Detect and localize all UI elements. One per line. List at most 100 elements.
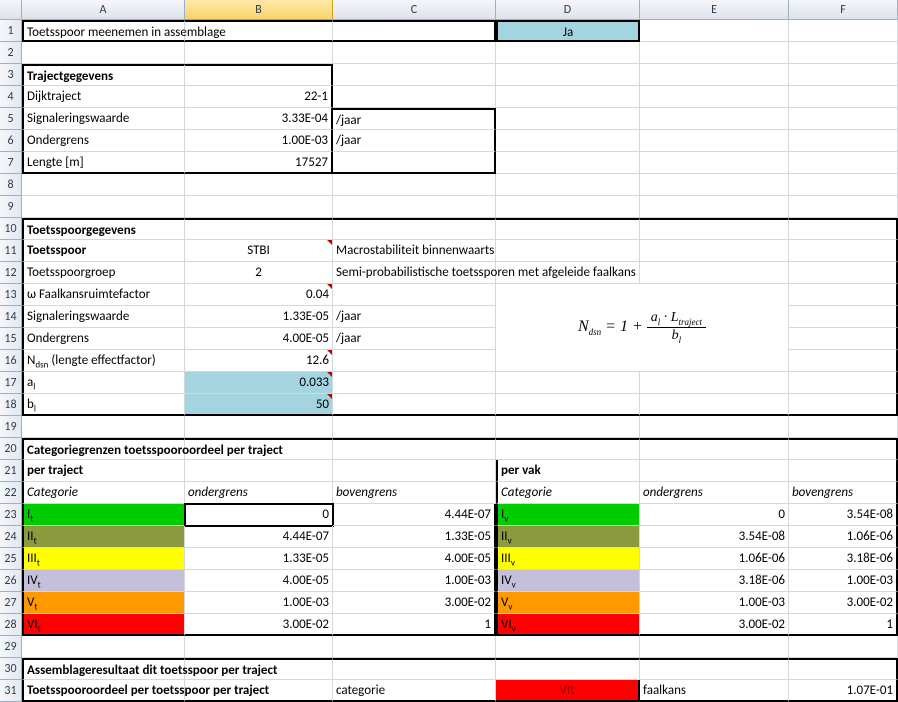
row-header-3[interactable]: 3 <box>0 64 22 86</box>
cell-C23[interactable]: 4.44E-07 <box>333 504 496 526</box>
cell-F24[interactable]: 1.06E-06 <box>789 526 898 548</box>
cell-A17[interactable]: al <box>22 372 185 394</box>
row-header-17[interactable]: 17 <box>0 372 22 394</box>
cell-F31[interactable]: 1.07E-01 <box>789 680 898 702</box>
cell-A31[interactable]: Toetsspooroordeel per toetsspoor per tra… <box>22 680 185 702</box>
cell-B22[interactable]: ondergrens <box>185 482 333 504</box>
cell-A5[interactable]: Signaleringswaarde <box>22 108 185 130</box>
cell-A13[interactable]: ω Faalkansruimtefactor <box>22 284 185 306</box>
cell-B4[interactable]: 22-1 <box>185 86 333 108</box>
cell-E26[interactable]: 3.18E-06 <box>640 570 789 592</box>
row-header-15[interactable]: 15 <box>0 328 22 350</box>
cell-D23[interactable]: Iv <box>496 504 640 526</box>
cell-A1[interactable]: Toetsspoor meenemen in assemblage <box>22 20 185 42</box>
cell-C1[interactable] <box>333 20 496 42</box>
cell-F22[interactable]: bovengrens <box>789 482 898 504</box>
row-header-16[interactable]: 16 <box>0 350 22 372</box>
row-header-21[interactable]: 21 <box>0 460 22 482</box>
cell-A25[interactable]: IIIt <box>22 548 185 570</box>
cell-B12[interactable]: 2 <box>185 262 333 284</box>
row-header-9[interactable]: 9 <box>0 196 22 218</box>
cell-C25[interactable]: 4.00E-05 <box>333 548 496 570</box>
cell-A10[interactable]: Toetsspoorgegevens <box>22 218 185 240</box>
row-header-19[interactable]: 19 <box>0 416 22 438</box>
cell-B1[interactable] <box>185 20 333 42</box>
row-header-4[interactable]: 4 <box>0 86 22 108</box>
cell-C14[interactable]: /jaar <box>333 306 496 328</box>
cell-A27[interactable]: Vt <box>22 592 185 614</box>
col-header-A[interactable]: A <box>22 0 185 20</box>
cell-C27[interactable]: 3.00E-02 <box>333 592 496 614</box>
cell-A24[interactable]: IIt <box>22 526 185 548</box>
cell-C24[interactable]: 1.33E-05 <box>333 526 496 548</box>
cell-E25[interactable]: 1.06E-06 <box>640 548 789 570</box>
cell-E28[interactable]: 3.00E-02 <box>640 614 789 636</box>
cell-B27[interactable]: 1.00E-03 <box>185 592 333 614</box>
row-header-6[interactable]: 6 <box>0 130 22 152</box>
col-header-D[interactable]: D <box>496 0 640 20</box>
cell-B6[interactable]: 1.00E-03 <box>185 130 333 152</box>
cell-B18[interactable]: 50 <box>185 394 333 416</box>
cell-B5[interactable]: 3.33E-04 <box>185 108 333 130</box>
cell-C28[interactable]: 1 <box>333 614 496 636</box>
cell-A30[interactable]: Assemblageresultaat dit toetsspoor per t… <box>22 658 185 680</box>
cell-D24[interactable]: IIv <box>496 526 640 548</box>
cell-E22[interactable]: ondergrens <box>640 482 789 504</box>
cell-C15[interactable]: /jaar <box>333 328 496 350</box>
cell-B17[interactable]: 0.033 <box>185 372 333 394</box>
cell-F23[interactable]: 3.54E-08 <box>789 504 898 526</box>
cell-D25[interactable]: IIIv <box>496 548 640 570</box>
row-header-29[interactable]: 29 <box>0 636 22 658</box>
cell-A6[interactable]: Ondergrens <box>22 130 185 152</box>
row-header-23[interactable]: 23 <box>0 504 22 526</box>
cell-C31[interactable]: categorie <box>333 680 496 702</box>
cell-E27[interactable]: 1.00E-03 <box>640 592 789 614</box>
cell-A20[interactable]: Categoriegrenzen toetsspooroordeel per t… <box>22 438 185 460</box>
cell-A21[interactable]: per traject <box>22 460 185 482</box>
cell-D22[interactable]: Categorie <box>496 482 640 504</box>
cell-B24[interactable]: 4.44E-07 <box>185 526 333 548</box>
cell-D26[interactable]: IVv <box>496 570 640 592</box>
row-header-25[interactable]: 25 <box>0 548 22 570</box>
row-header-31[interactable]: 31 <box>0 680 22 702</box>
cell-B23[interactable]: 0 <box>185 504 333 526</box>
cell-A26[interactable]: IVt <box>22 570 185 592</box>
cell-B13[interactable]: 0.04 <box>185 284 333 306</box>
cell-B15[interactable]: 4.00E-05 <box>185 328 333 350</box>
cell-B7[interactable]: 17527 <box>185 152 333 174</box>
cell-C26[interactable]: 1.00E-03 <box>333 570 496 592</box>
row-header-30[interactable]: 30 <box>0 658 22 680</box>
cell-B14[interactable]: 1.33E-05 <box>185 306 333 328</box>
row-header-14[interactable]: 14 <box>0 306 22 328</box>
cell-D28[interactable]: VIv <box>496 614 640 636</box>
cell-D31[interactable]: VIt <box>496 680 640 702</box>
cell-A3[interactable]: Trajectgegevens <box>22 64 185 86</box>
cell-B25[interactable]: 1.33E-05 <box>185 548 333 570</box>
cell-A4[interactable]: Dijktraject <box>22 86 185 108</box>
cell-A16[interactable]: Ndsn (lengte effectfactor) <box>22 350 185 372</box>
row-header-13[interactable]: 13 <box>0 284 22 306</box>
row-header-8[interactable]: 8 <box>0 174 22 196</box>
row-header-26[interactable]: 26 <box>0 570 22 592</box>
cell-A11[interactable]: Toetsspoor <box>22 240 185 262</box>
cell-E24[interactable]: 3.54E-08 <box>640 526 789 548</box>
cell-D27[interactable]: Vv <box>496 592 640 614</box>
cell-A14[interactable]: Signaleringswaarde <box>22 306 185 328</box>
cell-A18[interactable]: bl <box>22 394 185 416</box>
cell-F28[interactable]: 1 <box>789 614 898 636</box>
row-header-1[interactable]: 1 <box>0 20 22 42</box>
cell-F26[interactable]: 1.00E-03 <box>789 570 898 592</box>
cell-E31[interactable]: faalkans <box>640 680 789 702</box>
cell-B11[interactable]: STBI <box>185 240 333 262</box>
col-header-B[interactable]: B <box>185 0 333 20</box>
row-header-24[interactable]: 24 <box>0 526 22 548</box>
col-header-E[interactable]: E <box>640 0 789 20</box>
cell-A23[interactable]: It <box>22 504 185 526</box>
row-header-27[interactable]: 27 <box>0 592 22 614</box>
col-header-C[interactable]: C <box>333 0 496 20</box>
cell-E23[interactable]: 0 <box>640 504 789 526</box>
cell-B26[interactable]: 4.00E-05 <box>185 570 333 592</box>
row-header-22[interactable]: 22 <box>0 482 22 504</box>
cell-F25[interactable]: 3.18E-06 <box>789 548 898 570</box>
cell-A28[interactable]: VIt <box>22 614 185 636</box>
